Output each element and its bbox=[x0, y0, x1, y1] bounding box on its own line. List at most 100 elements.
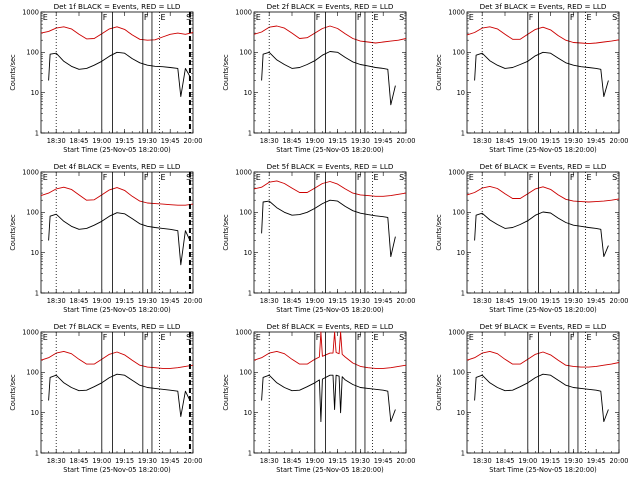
chart-svg-1f: Det 1f BLACK = Events, RED = LLD 1 10 100 10… bbox=[9, 2, 203, 154]
flag-letter: E bbox=[374, 173, 379, 182]
x-tick-label: 19:45 bbox=[374, 297, 393, 305]
x-tick-label: 19:15 bbox=[115, 137, 134, 145]
x-tick-label: 19:45 bbox=[161, 137, 180, 145]
plot-frame bbox=[466, 331, 620, 454]
x-tick-label: 19:15 bbox=[541, 457, 560, 465]
flag-letter: F bbox=[529, 333, 534, 342]
x-tick-label: 19:45 bbox=[374, 457, 393, 465]
flag-letter: E bbox=[469, 173, 474, 182]
y-tick-label: 100 bbox=[239, 369, 252, 377]
detector-panel-1f: Det 1f BLACK = Events, RED = LLD 1 10 100 10… bbox=[0, 0, 213, 160]
y-tick-label: 100 bbox=[26, 209, 39, 217]
flag-letter: F bbox=[570, 333, 575, 342]
chart-title: Det 3f BLACK = Events, RED = LLD bbox=[480, 2, 607, 11]
y-tick-label: 100 bbox=[452, 49, 465, 57]
chart-svg-5f: Det 5f BLACK = Events, RED = LLD 1 10 100 10… bbox=[222, 162, 416, 314]
x-axis-label: Start Time (25-Nov-05 18:20:00) bbox=[63, 306, 171, 314]
y-tick-label: 1 bbox=[248, 129, 252, 137]
x-tick-label: 19:45 bbox=[161, 297, 180, 305]
lld-rate-line bbox=[466, 185, 620, 203]
flag-letter: F bbox=[357, 173, 362, 182]
flag-letter: E bbox=[161, 13, 166, 22]
y-tick-label: 100 bbox=[239, 49, 252, 57]
events-rate-line bbox=[261, 199, 396, 258]
x-tick-label: 19:30 bbox=[564, 297, 583, 305]
x-tick-label: 19:00 bbox=[305, 297, 324, 305]
x-axis-label: Start Time (25-Nov-05 18:20:00) bbox=[489, 306, 597, 314]
y-tick-label: 1000 bbox=[448, 8, 465, 16]
y-tick-label: 10 bbox=[31, 89, 39, 97]
flag-letter: F bbox=[529, 13, 534, 22]
x-tick-label: 20:00 bbox=[396, 137, 415, 145]
x-tick-label: 19:00 bbox=[518, 297, 537, 305]
x-tick-label: 19:30 bbox=[564, 137, 583, 145]
y-tick-label: 10 bbox=[457, 89, 465, 97]
chart-svg-7f: Det 7f BLACK = Events, RED = LLD 1 10 100 10… bbox=[9, 322, 203, 474]
y-tick-label: 10 bbox=[244, 89, 252, 97]
x-tick-label: 20:00 bbox=[609, 457, 628, 465]
plot-frame bbox=[40, 11, 194, 134]
y-tick-label: 1000 bbox=[22, 8, 39, 16]
y-tick-label: 1 bbox=[248, 449, 252, 457]
x-tick-label: 19:30 bbox=[138, 297, 157, 305]
detector-panel-6f: Det 6f BLACK = Events, RED = LLD 1 10 100 10… bbox=[426, 160, 639, 320]
events-rate-line bbox=[48, 51, 191, 98]
x-tick-label: 19:45 bbox=[587, 137, 606, 145]
flag-letter: E bbox=[161, 333, 166, 342]
x-tick-label: 20:00 bbox=[609, 297, 628, 305]
detector-panel-3f: Det 3f BLACK = Events, RED = LLD 1 10 100 10… bbox=[426, 0, 639, 160]
x-axis-label: Start Time (25-Nov-05 18:20:00) bbox=[276, 146, 384, 154]
y-tick-label: 100 bbox=[239, 209, 252, 217]
chart-title: Det 5f BLACK = Events, RED = LLD bbox=[267, 162, 394, 171]
x-tick-label: 19:15 bbox=[328, 297, 347, 305]
x-tick-label: 19:15 bbox=[541, 297, 560, 305]
flag-letter: F bbox=[570, 13, 575, 22]
y-tick-label: 1000 bbox=[235, 8, 252, 16]
x-tick-label: 19:30 bbox=[138, 457, 157, 465]
x-axis-label: Start Time (25-Nov-05 18:20:00) bbox=[276, 306, 384, 314]
x-tick-label: 19:45 bbox=[587, 457, 606, 465]
flag-letter: E bbox=[469, 333, 474, 342]
x-axis-label: Start Time (25-Nov-05 18:20:00) bbox=[276, 466, 384, 474]
flag-letter: F bbox=[316, 13, 321, 22]
x-tick-label: 19:45 bbox=[161, 457, 180, 465]
chart-svg-9f: Det 9f BLACK = Events, RED = LLD 1 10 100 10… bbox=[435, 322, 629, 474]
y-axis-label: Counts/sec bbox=[9, 214, 17, 251]
chart-svg-6f: Det 6f BLACK = Events, RED = LLD 1 10 100 10… bbox=[435, 162, 629, 314]
chart-title: Det 9f BLACK = Events, RED = LLD bbox=[480, 322, 607, 331]
chart-title: Det 1f BLACK = Events, RED = LLD bbox=[54, 2, 181, 11]
x-tick-label: 19:30 bbox=[351, 297, 370, 305]
x-tick-label: 20:00 bbox=[183, 457, 202, 465]
flag-letter: E bbox=[43, 333, 48, 342]
detector-panel-5f: Det 5f BLACK = Events, RED = LLD 1 10 100 10… bbox=[213, 160, 426, 320]
plot-frame bbox=[466, 11, 620, 134]
x-tick-label: 18:30 bbox=[47, 297, 66, 305]
flag-letter: F bbox=[144, 13, 149, 22]
chart-svg-8f: Det 8f BLACK = Events, RED = LLD 1 10 100 10… bbox=[222, 322, 416, 474]
x-tick-label: 18:45 bbox=[282, 297, 301, 305]
x-tick-label: 18:30 bbox=[260, 297, 279, 305]
flag-letter: S bbox=[186, 173, 191, 182]
flag-letter: E bbox=[587, 173, 592, 182]
chart-title: Det 2f BLACK = Events, RED = LLD bbox=[267, 2, 394, 11]
flag-letter: E bbox=[469, 13, 474, 22]
flag-letter: F bbox=[103, 13, 108, 22]
x-tick-label: 20:00 bbox=[183, 137, 202, 145]
y-tick-label: 10 bbox=[457, 249, 465, 257]
flag-letter: F bbox=[144, 333, 149, 342]
lld-rate-line bbox=[466, 350, 620, 368]
x-tick-label: 19:00 bbox=[305, 137, 324, 145]
y-axis-label: Counts/sec bbox=[222, 54, 230, 91]
flag-letter: S bbox=[186, 333, 191, 342]
flag-letter: E bbox=[256, 13, 261, 22]
y-axis-label: Counts/sec bbox=[435, 374, 443, 411]
y-tick-label: 100 bbox=[26, 49, 39, 57]
flag-letter: S bbox=[612, 13, 617, 22]
detector-panel-2f: Det 2f BLACK = Events, RED = LLD 1 10 100 10… bbox=[213, 0, 426, 160]
x-tick-label: 20:00 bbox=[396, 297, 415, 305]
events-rate-line bbox=[474, 211, 609, 258]
flag-letter: S bbox=[399, 173, 404, 182]
events-rate-line bbox=[48, 212, 191, 266]
flag-letter: S bbox=[399, 13, 404, 22]
x-axis-label: Start Time (25-Nov-05 18:20:00) bbox=[489, 146, 597, 154]
